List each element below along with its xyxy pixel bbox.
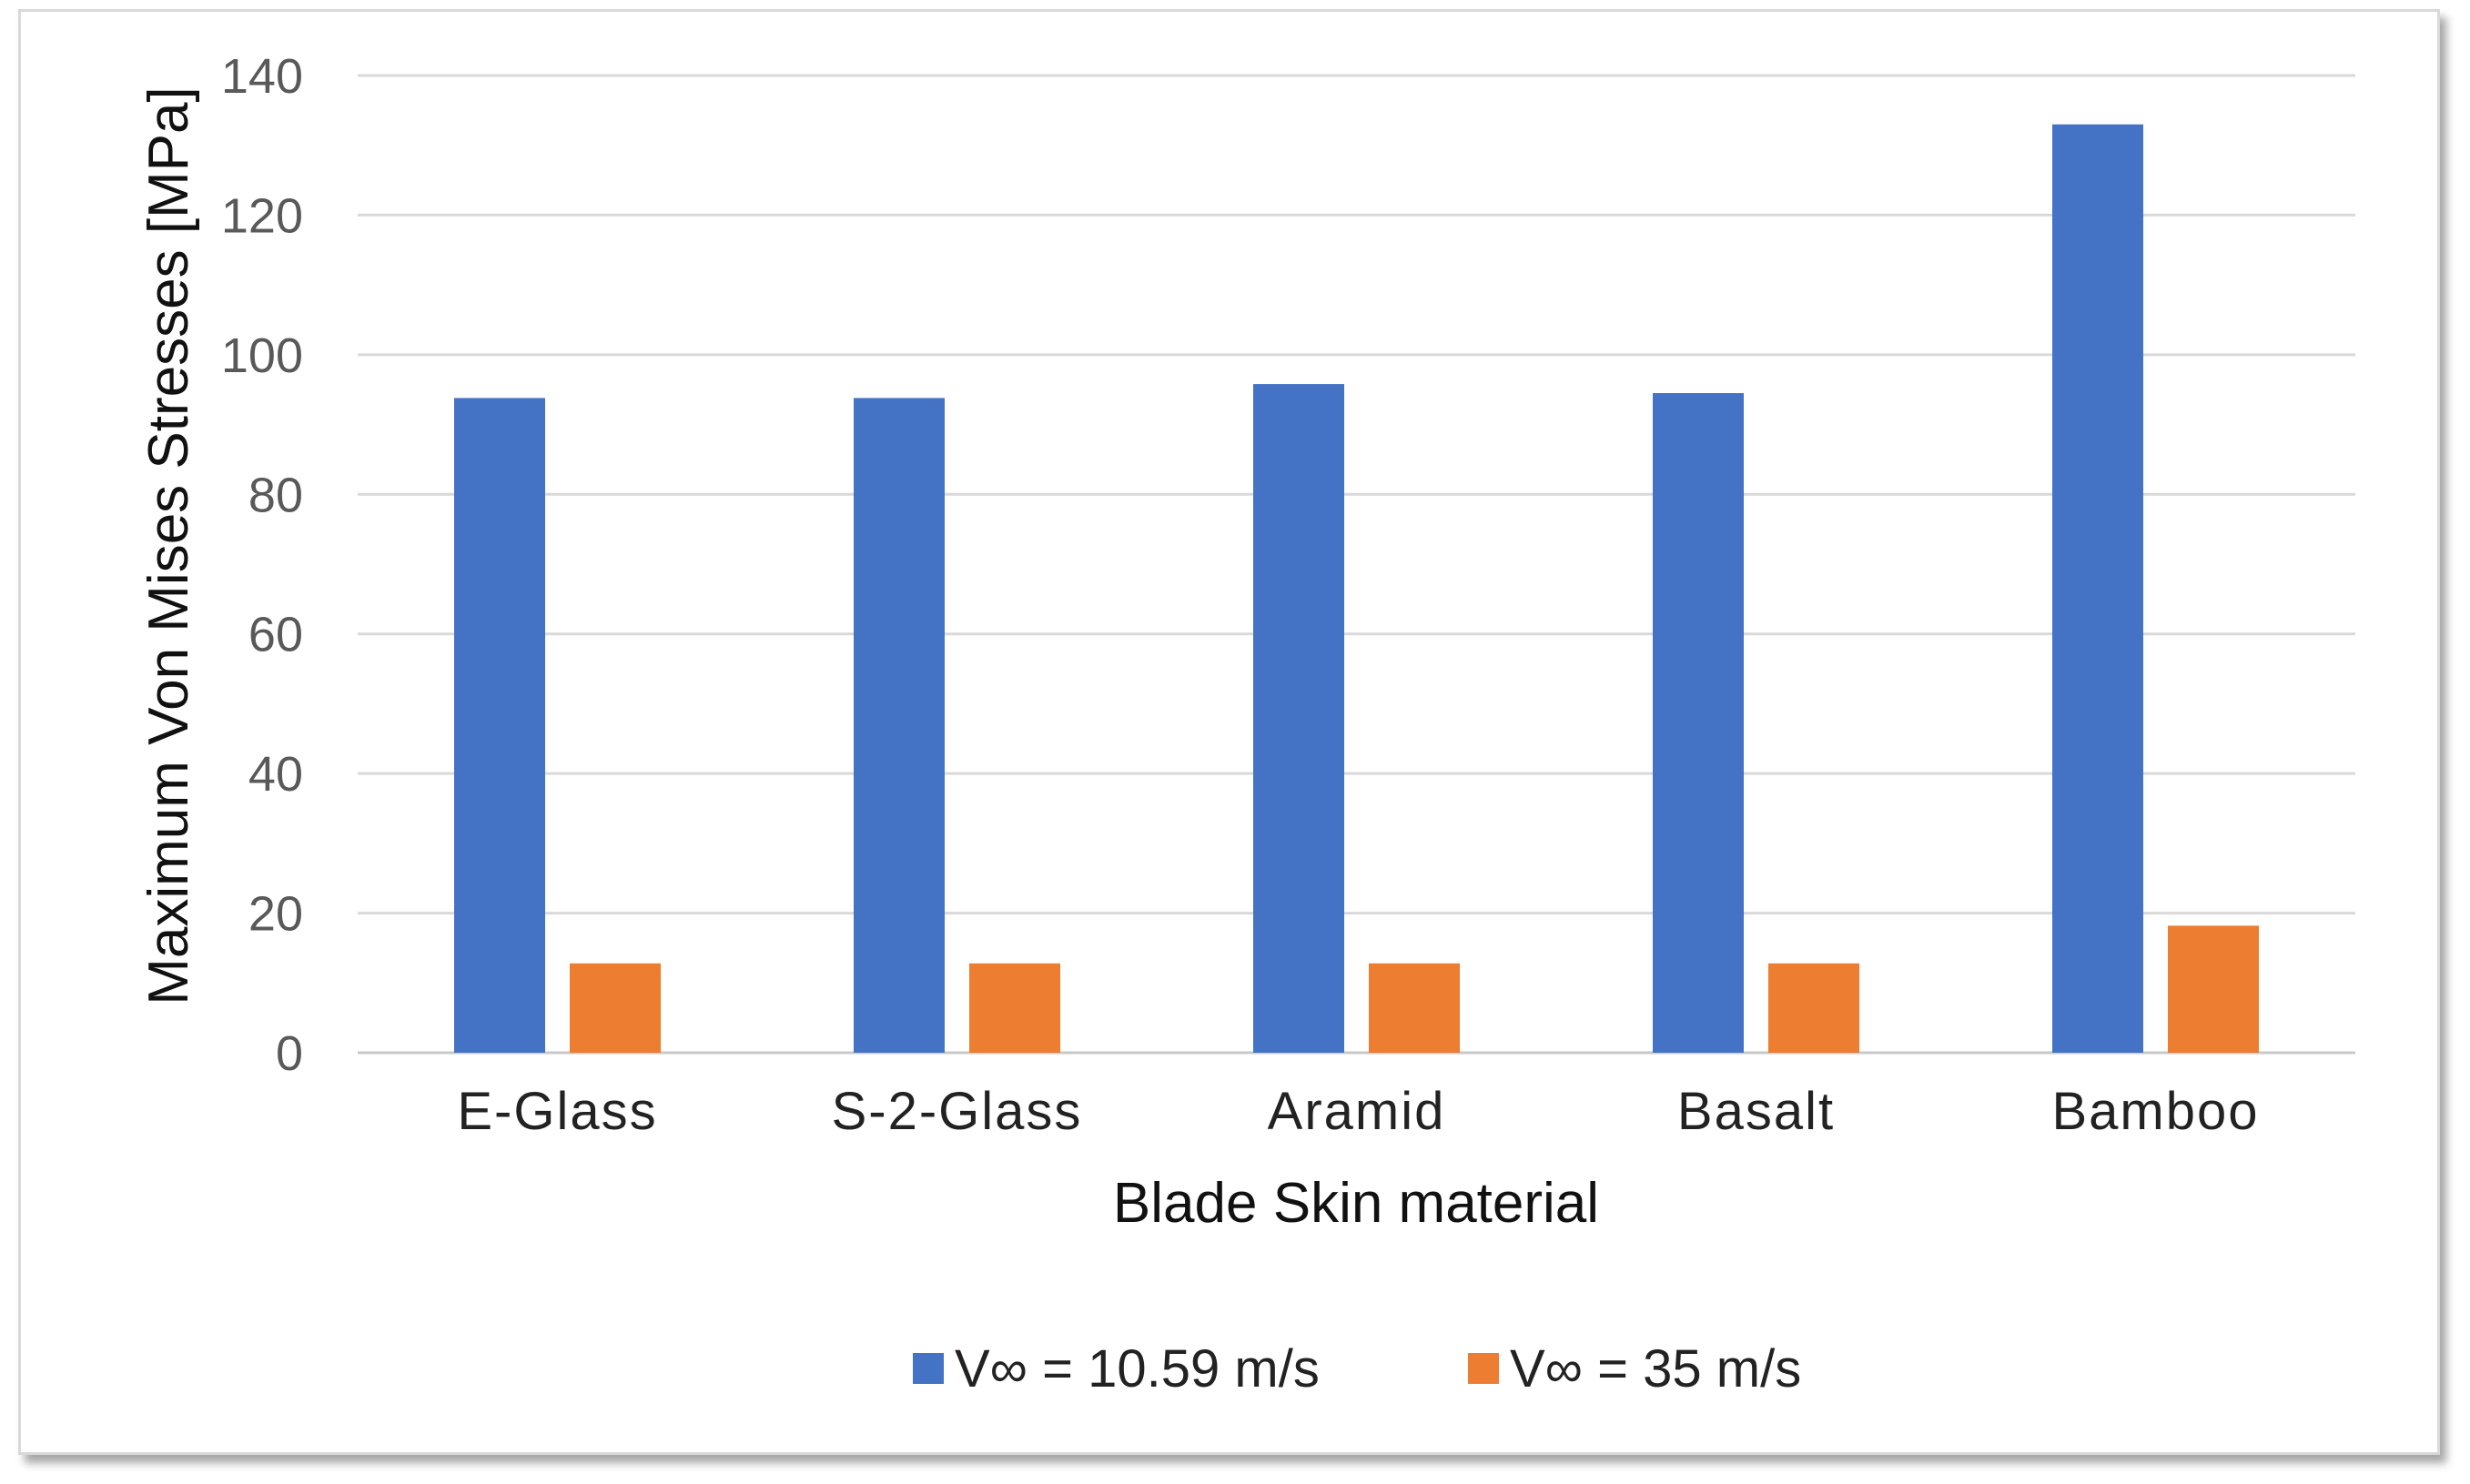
x-tick-label: Aramid — [1268, 1082, 1446, 1141]
gridlines — [358, 74, 2355, 1055]
y-axis-title: Maximum Von Mises Stresses [MPa] — [137, 86, 200, 1005]
bar-bamboo-series-1 — [2052, 124, 2143, 1053]
bar-aramid-series-1 — [1253, 384, 1344, 1053]
y-tick-label: 80 — [248, 468, 303, 522]
bar-basalt-series-1 — [1653, 393, 1744, 1053]
legend-swatch-series-1 — [913, 1353, 944, 1384]
x-tick-label: E-Glass — [457, 1082, 657, 1141]
y-tick-label: 120 — [221, 188, 303, 243]
y-tick-label: 60 — [248, 608, 303, 662]
x-tick-label: Bamboo — [2051, 1082, 2259, 1141]
x-tick-label: Basalt — [1677, 1082, 1835, 1141]
legend-label-series-1: V∞ = 10.59 m/s — [955, 1339, 1320, 1398]
chart-frame: 0 20 40 60 80 100 120 140 E-Glass S-2-Glass Arami… — [18, 9, 2440, 1455]
y-tick-label: 20 — [248, 887, 303, 942]
bars — [454, 124, 2259, 1053]
y-tick-label: 40 — [248, 747, 303, 802]
x-tick-label: S-2-Glass — [832, 1082, 1083, 1141]
x-axis-title: Blade Skin material — [1113, 1172, 1599, 1235]
bar-s-2-glass-series-2 — [969, 963, 1060, 1053]
bar-e-glass-series-1 — [454, 398, 545, 1053]
y-tick-label: 0 — [276, 1026, 303, 1081]
bar-e-glass-series-2 — [570, 963, 661, 1053]
bar-basalt-series-2 — [1768, 963, 1859, 1053]
legend-swatch-series-2 — [1468, 1353, 1499, 1384]
y-tick-labels: 0 20 40 60 80 100 120 140 — [221, 49, 303, 1081]
bar-chart: 0 20 40 60 80 100 120 140 E-Glass S-2-Glass Arami… — [137, 49, 2355, 1398]
y-tick-label: 140 — [221, 49, 303, 104]
bar-s-2-glass-series-1 — [854, 398, 945, 1053]
bar-bamboo-series-2 — [2168, 925, 2259, 1053]
y-tick-label: 100 — [221, 328, 303, 383]
x-tick-labels: E-Glass S-2-Glass Aramid Basalt Bamboo — [457, 1082, 2259, 1141]
legend: V∞ = 10.59 m/s V∞ = 35 m/s — [913, 1339, 1801, 1398]
legend-label-series-2: V∞ = 35 m/s — [1510, 1339, 1801, 1398]
bar-aramid-series-2 — [1369, 963, 1460, 1053]
